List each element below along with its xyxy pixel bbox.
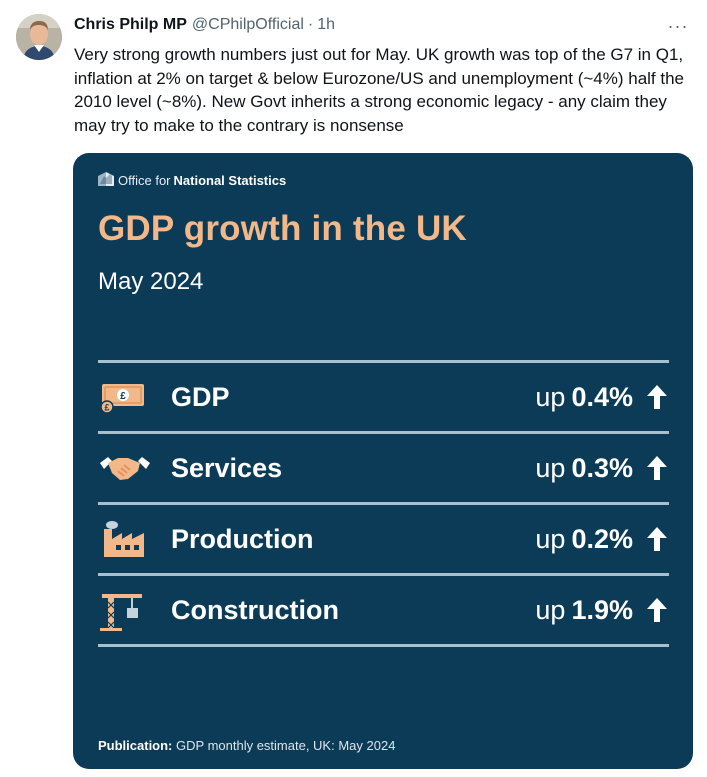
direction-text: up (535, 381, 566, 412)
row-label: Production (171, 523, 314, 554)
ons-logo-icon (98, 172, 114, 189)
arrow-up-icon (645, 454, 669, 482)
publication-note: Publication: GDP monthly estimate, UK: M… (98, 738, 395, 753)
banknote-icon: £ £ (98, 375, 153, 419)
growth-row-production: Production up 0.2% (98, 505, 669, 573)
tweet-header: Chris Philp MP @CPhilpOfficial · 1h (74, 14, 335, 36)
arrow-up-icon (645, 383, 669, 411)
tweet-text: Very strong growth numbers just out for … (74, 45, 684, 135)
handshake-icon (98, 446, 153, 490)
avatar-photo (16, 14, 62, 60)
publication-label: Publication: (98, 738, 173, 753)
percent-value: 0.2% (571, 523, 633, 554)
avatar[interactable] (16, 14, 62, 60)
svg-text:£: £ (104, 403, 109, 413)
publication-value: GDP monthly estimate, UK: May 2024 (176, 738, 396, 753)
direction-text: up (535, 523, 566, 554)
author-handle[interactable]: @CPhilpOfficial (191, 16, 304, 33)
direction-text: up (535, 594, 566, 625)
divider (98, 573, 669, 576)
row-label: Services (171, 452, 283, 483)
growth-row-services: Services up 0.3% (98, 434, 669, 502)
arrow-up-icon (645, 596, 669, 624)
row-label: GDP (171, 381, 230, 412)
ons-branding: Office for National Statistics (98, 172, 286, 189)
row-value: up 0.4% (535, 363, 669, 431)
percent-value: 1.9% (571, 594, 633, 625)
growth-row-gdp: £ £ GDP up 0.4% (98, 363, 669, 431)
percent-value: 0.4% (571, 381, 633, 412)
percent-value: 0.3% (571, 452, 633, 483)
row-value: up 0.2% (535, 505, 669, 573)
divider (98, 502, 669, 505)
card-title: GDP growth in the UK (98, 209, 467, 248)
timestamp[interactable]: 1h (317, 16, 336, 33)
divider (98, 644, 669, 647)
more-icon: ··· (667, 15, 689, 36)
header-separator: · (307, 16, 314, 33)
ons-source-prefix: Office for (118, 173, 171, 188)
author-name[interactable]: Chris Philp MP (74, 16, 187, 33)
ons-source-name: National Statistics (173, 173, 287, 188)
row-label: Construction (171, 594, 339, 625)
direction-text: up (535, 452, 566, 483)
ons-infographic-card[interactable]: Office for National Statistics GDP growt… (73, 153, 693, 769)
divider (98, 360, 669, 363)
crane-icon (98, 588, 153, 632)
card-subtitle: May 2024 (98, 268, 204, 295)
svg-text:£: £ (120, 391, 126, 402)
growth-row-construction: Construction up 1.9% (98, 576, 669, 644)
factory-icon (98, 517, 153, 561)
divider (98, 431, 669, 434)
row-value: up 0.3% (535, 434, 669, 502)
more-options-button[interactable]: ··· (663, 14, 693, 38)
row-value: up 1.9% (535, 576, 669, 644)
arrow-up-icon (645, 525, 669, 553)
growth-table: £ £ GDP up 0.4% (98, 360, 669, 647)
